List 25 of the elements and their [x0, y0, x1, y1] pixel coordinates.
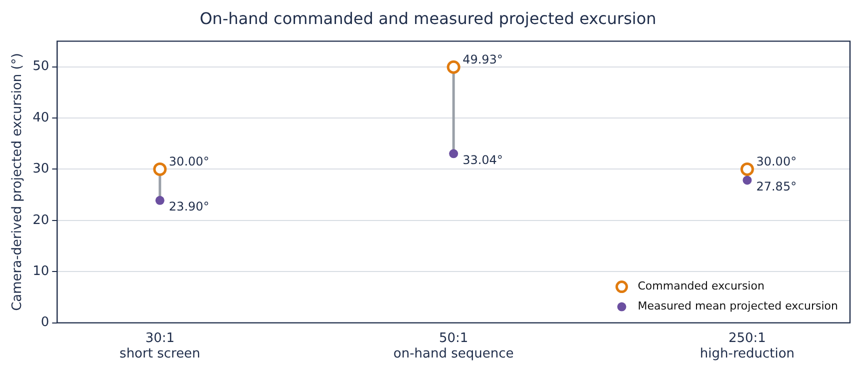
legend-label: Measured mean projected excursion [638, 300, 838, 313]
data-label: 30.00° [168, 154, 210, 168]
legend-label: Commanded excursion [638, 280, 764, 293]
data-label: 30.00° [756, 154, 797, 168]
x-tick-label: 30:1 short screen [120, 330, 200, 362]
point [446, 60, 460, 74]
point [449, 149, 458, 158]
chart-title: On-hand commanded and measured projected excursion [200, 8, 656, 28]
point [742, 176, 752, 185]
y-axis-title: Camera-derived projected excursion (°) [10, 53, 26, 311]
data-label: 33.04° [462, 152, 503, 167]
y-tick-label: 20 [32, 212, 50, 228]
y-tick-label: 30 [32, 162, 50, 177]
x-tick-label: 50:1 on-hand sequence [393, 330, 514, 362]
data-label: 27.85° [756, 179, 797, 194]
point [153, 162, 167, 176]
y-tick-label: 10 [32, 264, 50, 279]
y-tick-label: 50 [32, 59, 50, 74]
data-label: 49.93° [462, 52, 503, 66]
point [740, 162, 754, 176]
y-tick-label: 40 [32, 110, 50, 126]
y-tick-label: 0 [40, 315, 50, 330]
x-tick-label: 250:1 high-reduction [700, 330, 795, 362]
point [155, 196, 164, 205]
data-label: 23.90° [168, 200, 210, 214]
